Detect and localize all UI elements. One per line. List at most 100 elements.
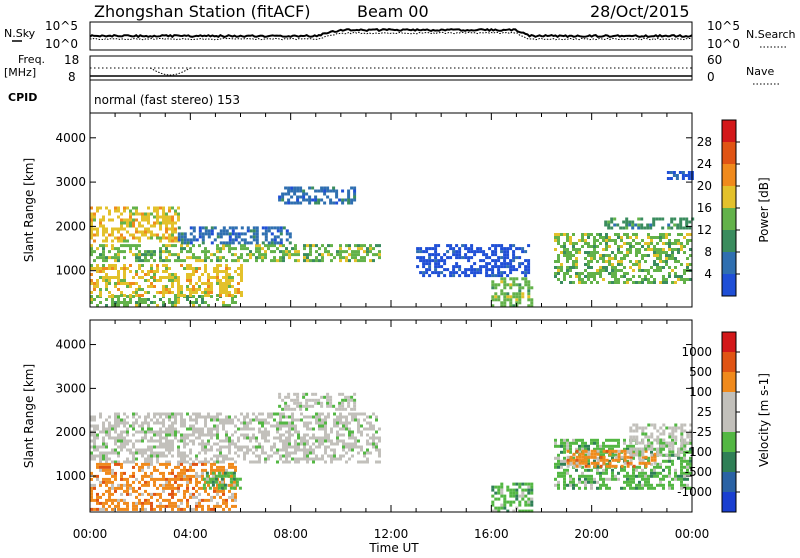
range-gate-cell: [267, 244, 270, 248]
range-gate-cell: [644, 260, 647, 263]
range-gate-cell: [111, 507, 114, 511]
range-gate-cell: [240, 244, 243, 248]
range-gate-cell: [659, 450, 663, 454]
range-gate-cell: [180, 457, 183, 461]
range-gate-cell: [165, 264, 168, 267]
range-gate-cell: [308, 398, 312, 402]
range-gate-cell: [156, 233, 159, 237]
range-gate-cell: [518, 247, 522, 251]
range-gate-cell: [341, 401, 345, 405]
range-gate-cell: [225, 241, 229, 245]
range-gate-cell: [120, 507, 123, 511]
range-gate-cell: [689, 465, 692, 469]
range-gate-cell: [171, 236, 174, 240]
range-gate-cell: [108, 492, 111, 496]
range-gate-cell: [635, 438, 639, 442]
range-gate-cell: [626, 281, 629, 284]
range-gate-cell: [219, 250, 222, 254]
range-gate-cell: [613, 217, 617, 221]
range-gate-cell: [584, 239, 587, 242]
range-gate-cell: [668, 441, 672, 445]
range-gate-cell: [644, 248, 647, 251]
range-gate-cell: [318, 421, 321, 425]
range-gate-cell: [650, 458, 654, 462]
range-gate-cell: [590, 449, 594, 453]
range-gate-cell: [506, 509, 510, 513]
range-gate-cell: [285, 250, 288, 254]
range-gate-cell: [219, 241, 223, 245]
range-gate-cell: [312, 244, 315, 248]
range-gate-cell: [593, 477, 596, 481]
range-gate-cell: [177, 212, 180, 216]
range-gate-cell: [156, 279, 159, 282]
range-gate-cell: [165, 285, 168, 288]
range-gate-cell: [231, 301, 234, 304]
range-gate-cell: [458, 274, 462, 278]
range-gate-cell: [641, 269, 644, 272]
range-gate-cell: [279, 427, 282, 431]
range-gate-cell: [649, 226, 653, 230]
range-gate-cell: [141, 483, 144, 487]
range-gate-cell: [102, 244, 105, 248]
range-gate-cell: [458, 253, 462, 257]
range-gate-cell: [234, 442, 237, 446]
range-gate-cell: [686, 432, 690, 436]
range-gate-cell: [141, 439, 144, 443]
range-gate-cell: [177, 465, 180, 469]
range-gate-cell: [527, 298, 531, 302]
range-gate-cell: [686, 477, 689, 481]
scatter-region: [566, 449, 657, 468]
range-gate-cell: [653, 254, 656, 257]
range-gate-cell: [581, 281, 584, 284]
range-gate-cell: [689, 248, 692, 251]
range-gate-cell: [509, 301, 513, 305]
range-gate-cell: [105, 454, 108, 458]
range-gate-cell: [557, 456, 560, 460]
range-gate-cell: [578, 281, 581, 284]
range-gate-cell: [129, 483, 132, 487]
range-gate-cell: [287, 201, 291, 205]
colorbar-segment: [722, 492, 736, 512]
colorbar-segment: [722, 332, 736, 352]
range-gate-cell: [515, 491, 519, 495]
range-gate-cell: [569, 269, 572, 272]
colorbar-segment: [722, 372, 736, 392]
range-gate-cell: [422, 262, 426, 266]
range-gate-cell: [506, 295, 510, 299]
range-gate-cell: [93, 259, 96, 263]
range-gate-cell: [171, 507, 174, 511]
range-gate-cell: [144, 230, 147, 234]
range-gate-cell: [162, 250, 165, 254]
range-gate-cell: [264, 418, 267, 422]
range-gate-cell: [584, 474, 587, 478]
range-gate-cell: [332, 186, 336, 190]
range-gate-cell: [162, 462, 165, 466]
range-gate-cell: [231, 238, 235, 242]
range-gate-cell: [566, 251, 569, 254]
range-gate-cell: [108, 424, 111, 428]
range-gate-cell: [521, 247, 525, 251]
range-gate-cell: [584, 233, 587, 236]
range-gate-cell: [593, 452, 597, 456]
range-gate-cell: [581, 272, 584, 275]
range-gate-cell: [216, 259, 219, 263]
range-gate-cell: [635, 435, 639, 439]
range-gate-cell: [665, 278, 668, 281]
range-gate-cell: [375, 253, 378, 257]
range-gate-cell: [503, 506, 507, 510]
range-gate-cell: [338, 198, 342, 202]
range-gate-cell: [503, 259, 507, 263]
range-gate-cell: [195, 427, 198, 431]
range-gate-cell: [309, 253, 312, 257]
range-gate-cell: [99, 495, 102, 499]
range-gate-cell: [246, 436, 249, 440]
range-gate-cell: [105, 236, 108, 240]
range-gate-cell: [318, 253, 321, 257]
range-gate-cell: [180, 247, 183, 251]
range-gate-cell: [503, 292, 507, 296]
range-gate-cell: [207, 415, 210, 419]
range-gate-cell: [296, 189, 300, 193]
range-gate-cell: [189, 427, 192, 431]
range-gate-cell: [141, 477, 144, 481]
